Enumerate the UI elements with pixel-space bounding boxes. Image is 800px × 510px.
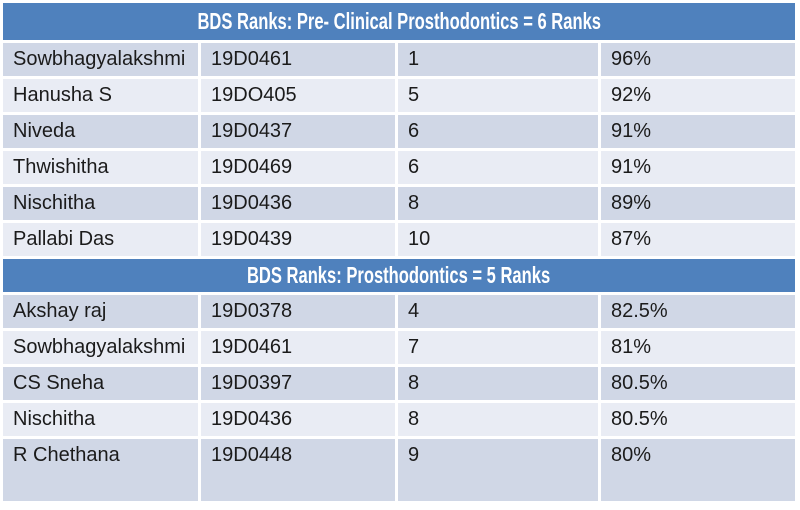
roll-number-cell: 19D0461 [201,43,395,76]
table-row: CS Sneha 19D0397 8 80.5% [3,367,796,400]
student-name-cell: R Chethana [3,439,198,501]
percentage-cell: 91% [601,151,796,184]
table-row: Pallabi Das 19D0439 10 87% [3,223,796,256]
section-header-prosthodontics: BDS Ranks: Prosthodontics = 5 Ranks [3,259,796,292]
section-header-cell: BDS Ranks: Pre- Clinical Prosthodontics … [3,3,796,40]
student-name-cell: Hanusha S [3,79,198,112]
percentage-cell: 91% [601,115,796,148]
rank-cell: 9 [398,439,598,501]
percentage-cell: 89% [601,187,796,220]
roll-number-cell: 19D0469 [201,151,395,184]
roll-number-cell: 19D0437 [201,115,395,148]
section-header-cell: BDS Ranks: Prosthodontics = 5 Ranks [3,259,796,292]
roll-number-cell: 19D0436 [201,403,395,436]
percentage-cell: 80% [601,439,796,501]
rank-cell: 1 [398,43,598,76]
percentage-cell: 81% [601,331,796,364]
percentage-cell: 80.5% [601,367,796,400]
student-name-cell: Sowbhagyalakshmi [3,43,198,76]
roll-number-cell: 19D0461 [201,331,395,364]
percentage-cell: 92% [601,79,796,112]
section-title: BDS Ranks: Pre- Clinical Prosthodontics … [197,7,601,34]
rank-cell: 8 [398,403,598,436]
table-row: Sowbhagyalakshmi 19D0461 1 96% [3,43,796,76]
percentage-cell: 82.5% [601,295,796,328]
student-name-cell: Niveda [3,115,198,148]
student-name-cell: Nischitha [3,403,198,436]
roll-number-cell: 19D0439 [201,223,395,256]
student-name-cell: Thwishitha [3,151,198,184]
student-name-cell: Akshay raj [3,295,198,328]
table-row: Sowbhagyalakshmi 19D0461 7 81% [3,331,796,364]
table-row: Nischitha 19D0436 8 80.5% [3,403,796,436]
rank-cell: 6 [398,115,598,148]
rank-cell: 8 [398,187,598,220]
percentage-cell: 96% [601,43,796,76]
rank-cell: 5 [398,79,598,112]
table-row: Hanusha S 19DO405 5 92% [3,79,796,112]
table-row: Niveda 19D0437 6 91% [3,115,796,148]
roll-number-cell: 19D0378 [201,295,395,328]
table-row: Nischitha 19D0436 8 89% [3,187,796,220]
rank-cell: 4 [398,295,598,328]
table-row: R Chethana 19D0448 9 80% [3,439,796,501]
roll-number-cell: 19D0448 [201,439,395,501]
roll-number-cell: 19DO405 [201,79,395,112]
percentage-cell: 80.5% [601,403,796,436]
section-header-preclinical: BDS Ranks: Pre- Clinical Prosthodontics … [3,3,796,40]
section-title: BDS Ranks: Prosthodontics = 5 Ranks [247,261,551,288]
rank-cell: 7 [398,331,598,364]
student-name-cell: Pallabi Das [3,223,198,256]
student-name-cell: Sowbhagyalakshmi [3,331,198,364]
percentage-cell: 87% [601,223,796,256]
rank-cell: 6 [398,151,598,184]
table-row: Akshay raj 19D0378 4 82.5% [3,295,796,328]
table-row: Thwishitha 19D0469 6 91% [3,151,796,184]
rank-cell: 8 [398,367,598,400]
roll-number-cell: 19D0397 [201,367,395,400]
rank-cell: 10 [398,223,598,256]
student-name-cell: CS Sneha [3,367,198,400]
student-name-cell: Nischitha [3,187,198,220]
roll-number-cell: 19D0436 [201,187,395,220]
